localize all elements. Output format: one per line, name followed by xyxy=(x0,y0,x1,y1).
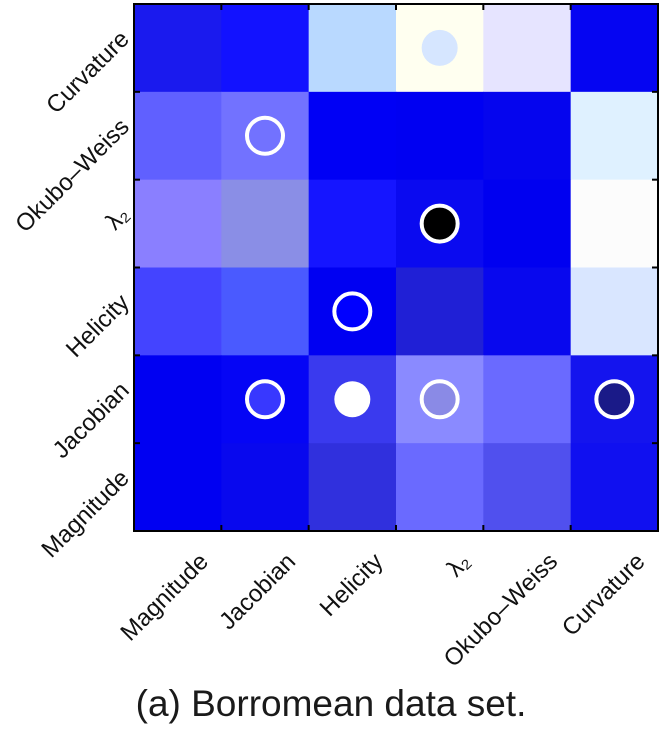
heatmap-cell xyxy=(134,355,222,444)
heatmap-cell xyxy=(483,443,572,532)
y-tick-labels: CurvatureOkubo–Weissλ₂HelicityJacobianMa… xyxy=(10,26,134,564)
y-tick-label: Curvature xyxy=(41,26,135,120)
x-tick-label: Helicity xyxy=(315,548,389,622)
heatmap-cell xyxy=(134,91,222,181)
heatmap-cell xyxy=(483,4,572,93)
heatmap-cell xyxy=(396,443,484,532)
heatmap-cell xyxy=(483,91,572,181)
y-tick-label: Helicity xyxy=(61,289,135,363)
marker-circle xyxy=(245,379,285,420)
heatmap-cell xyxy=(396,267,484,356)
heatmap-cells xyxy=(134,4,659,532)
x-tick-label: Curvature xyxy=(557,548,651,642)
x-tick-label: Jacobian xyxy=(214,548,301,635)
x-tick-labels: Magnitude Jacobian Helicity λ₂Okubo–WeissCu… xyxy=(115,548,650,672)
marker-circle xyxy=(421,29,458,66)
heatmap-cell xyxy=(483,179,572,268)
heatmap-cell xyxy=(134,179,222,268)
heatmap-cell xyxy=(570,443,659,532)
heatmap-cell xyxy=(221,179,310,268)
marker-circle xyxy=(594,379,635,420)
heatmap-cell xyxy=(570,4,659,93)
heatmap-cell xyxy=(308,91,397,181)
y-tick-label: λ₂ xyxy=(101,201,135,235)
heatmap-cell xyxy=(221,91,310,181)
figure-caption: (a) Borromean data set. xyxy=(135,683,527,724)
heatmap-cell xyxy=(308,4,397,93)
x-tick-label: λ₂ xyxy=(442,548,476,582)
heatmap-cell xyxy=(308,179,397,268)
y-tick-label: Magnitude xyxy=(36,465,134,563)
heatmap-axes xyxy=(133,3,659,532)
marker-circle xyxy=(334,381,371,418)
y-tick-label: Jacobian xyxy=(48,377,135,464)
heatmap-cell xyxy=(570,267,659,356)
heatmap-cell xyxy=(483,355,572,444)
marker-circle xyxy=(245,115,285,156)
heatmap-cell xyxy=(221,4,310,93)
marker-circle xyxy=(419,379,460,420)
heatmap-cell xyxy=(483,267,572,356)
heatmap-cell xyxy=(134,267,222,356)
heatmap-cell xyxy=(570,91,659,181)
marker-circle xyxy=(332,291,373,332)
heatmap-cell xyxy=(134,443,222,532)
heatmap-markers xyxy=(245,29,635,420)
marker-circle xyxy=(419,203,460,244)
heatmap-cell xyxy=(396,91,484,181)
heatmap-cell xyxy=(570,179,659,268)
heatmap-cell xyxy=(221,443,310,532)
heatmap-cell xyxy=(308,443,397,532)
heatmap-cell xyxy=(221,267,310,356)
heatmap-cell xyxy=(134,4,222,93)
x-tick-label: Magnitude xyxy=(115,548,213,646)
